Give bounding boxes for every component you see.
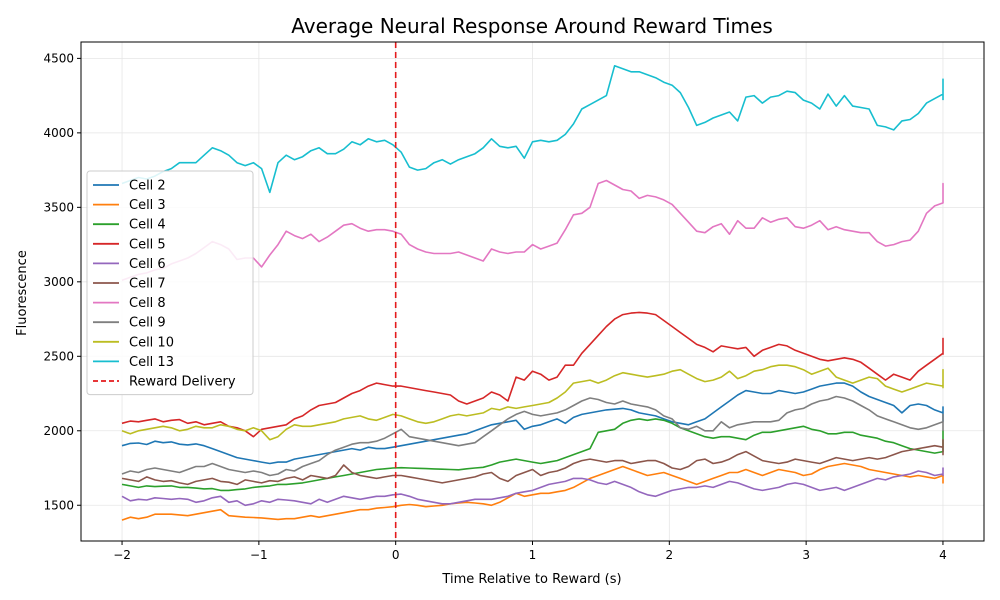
x-tick-label: −2 [113,548,131,562]
x-axis-label: Time Relative to Reward (s) [441,572,621,587]
x-tick-label: −1 [250,548,268,562]
legend-label: Cell 10 [129,335,174,350]
legend-label: Cell 8 [129,296,166,311]
y-tick-label: 4000 [43,126,74,140]
y-tick-label: 4500 [43,51,74,65]
series-line-cell-3 [121,462,944,521]
series-line-cell-6 [121,467,944,507]
legend-box [86,170,254,396]
legend: Cell 2 Cell 3 Cell 4 Cell 5 Cell 6 Cell 7 Cell… [86,170,254,396]
legend-label: Reward Delivery [129,375,236,390]
legend-label: Cell 5 [129,237,166,252]
series-line-cell-2 [121,382,944,465]
y-tick-label: 1500 [43,498,74,512]
legend-label: Cell 13 [129,355,174,370]
series-line-cell-8 [121,179,944,282]
series-line-cell-9 [121,395,944,477]
x-tick-label: 2 [665,548,673,562]
legend-label: Cell 7 [129,277,166,292]
series-line-cell-13 [121,65,944,194]
grid [81,42,984,541]
y-axis-ticks: 1500 2000 2500 3000 3500 4000 4500 [43,51,81,512]
y-axis-label: Fluorescence [15,250,30,336]
x-tick-label: 4 [939,548,947,562]
legend-label: Cell 4 [129,218,166,233]
series-line-cell-4 [121,418,944,492]
x-tick-label: 0 [392,548,400,562]
series-line-cell-10 [121,364,944,441]
series-layer [121,65,944,521]
legend-label: Cell 6 [129,257,166,272]
x-tick-label: 1 [529,548,537,562]
series-line-cell-7 [121,438,944,486]
chart-title: Average Neural Response Around Reward Ti… [291,14,773,38]
legend-label: Cell 2 [129,179,166,194]
y-tick-label: 3500 [43,200,74,214]
y-tick-label: 2500 [43,349,74,363]
x-tick-label: 3 [802,548,810,562]
y-tick-label: 3000 [43,275,74,289]
y-tick-label: 2000 [43,424,74,438]
x-axis-ticks: −2 −1 0 1 2 3 4 [113,541,947,562]
series-line-cell-5 [121,311,944,438]
legend-label: Cell 9 [129,316,166,331]
legend-label: Cell 3 [129,198,166,213]
